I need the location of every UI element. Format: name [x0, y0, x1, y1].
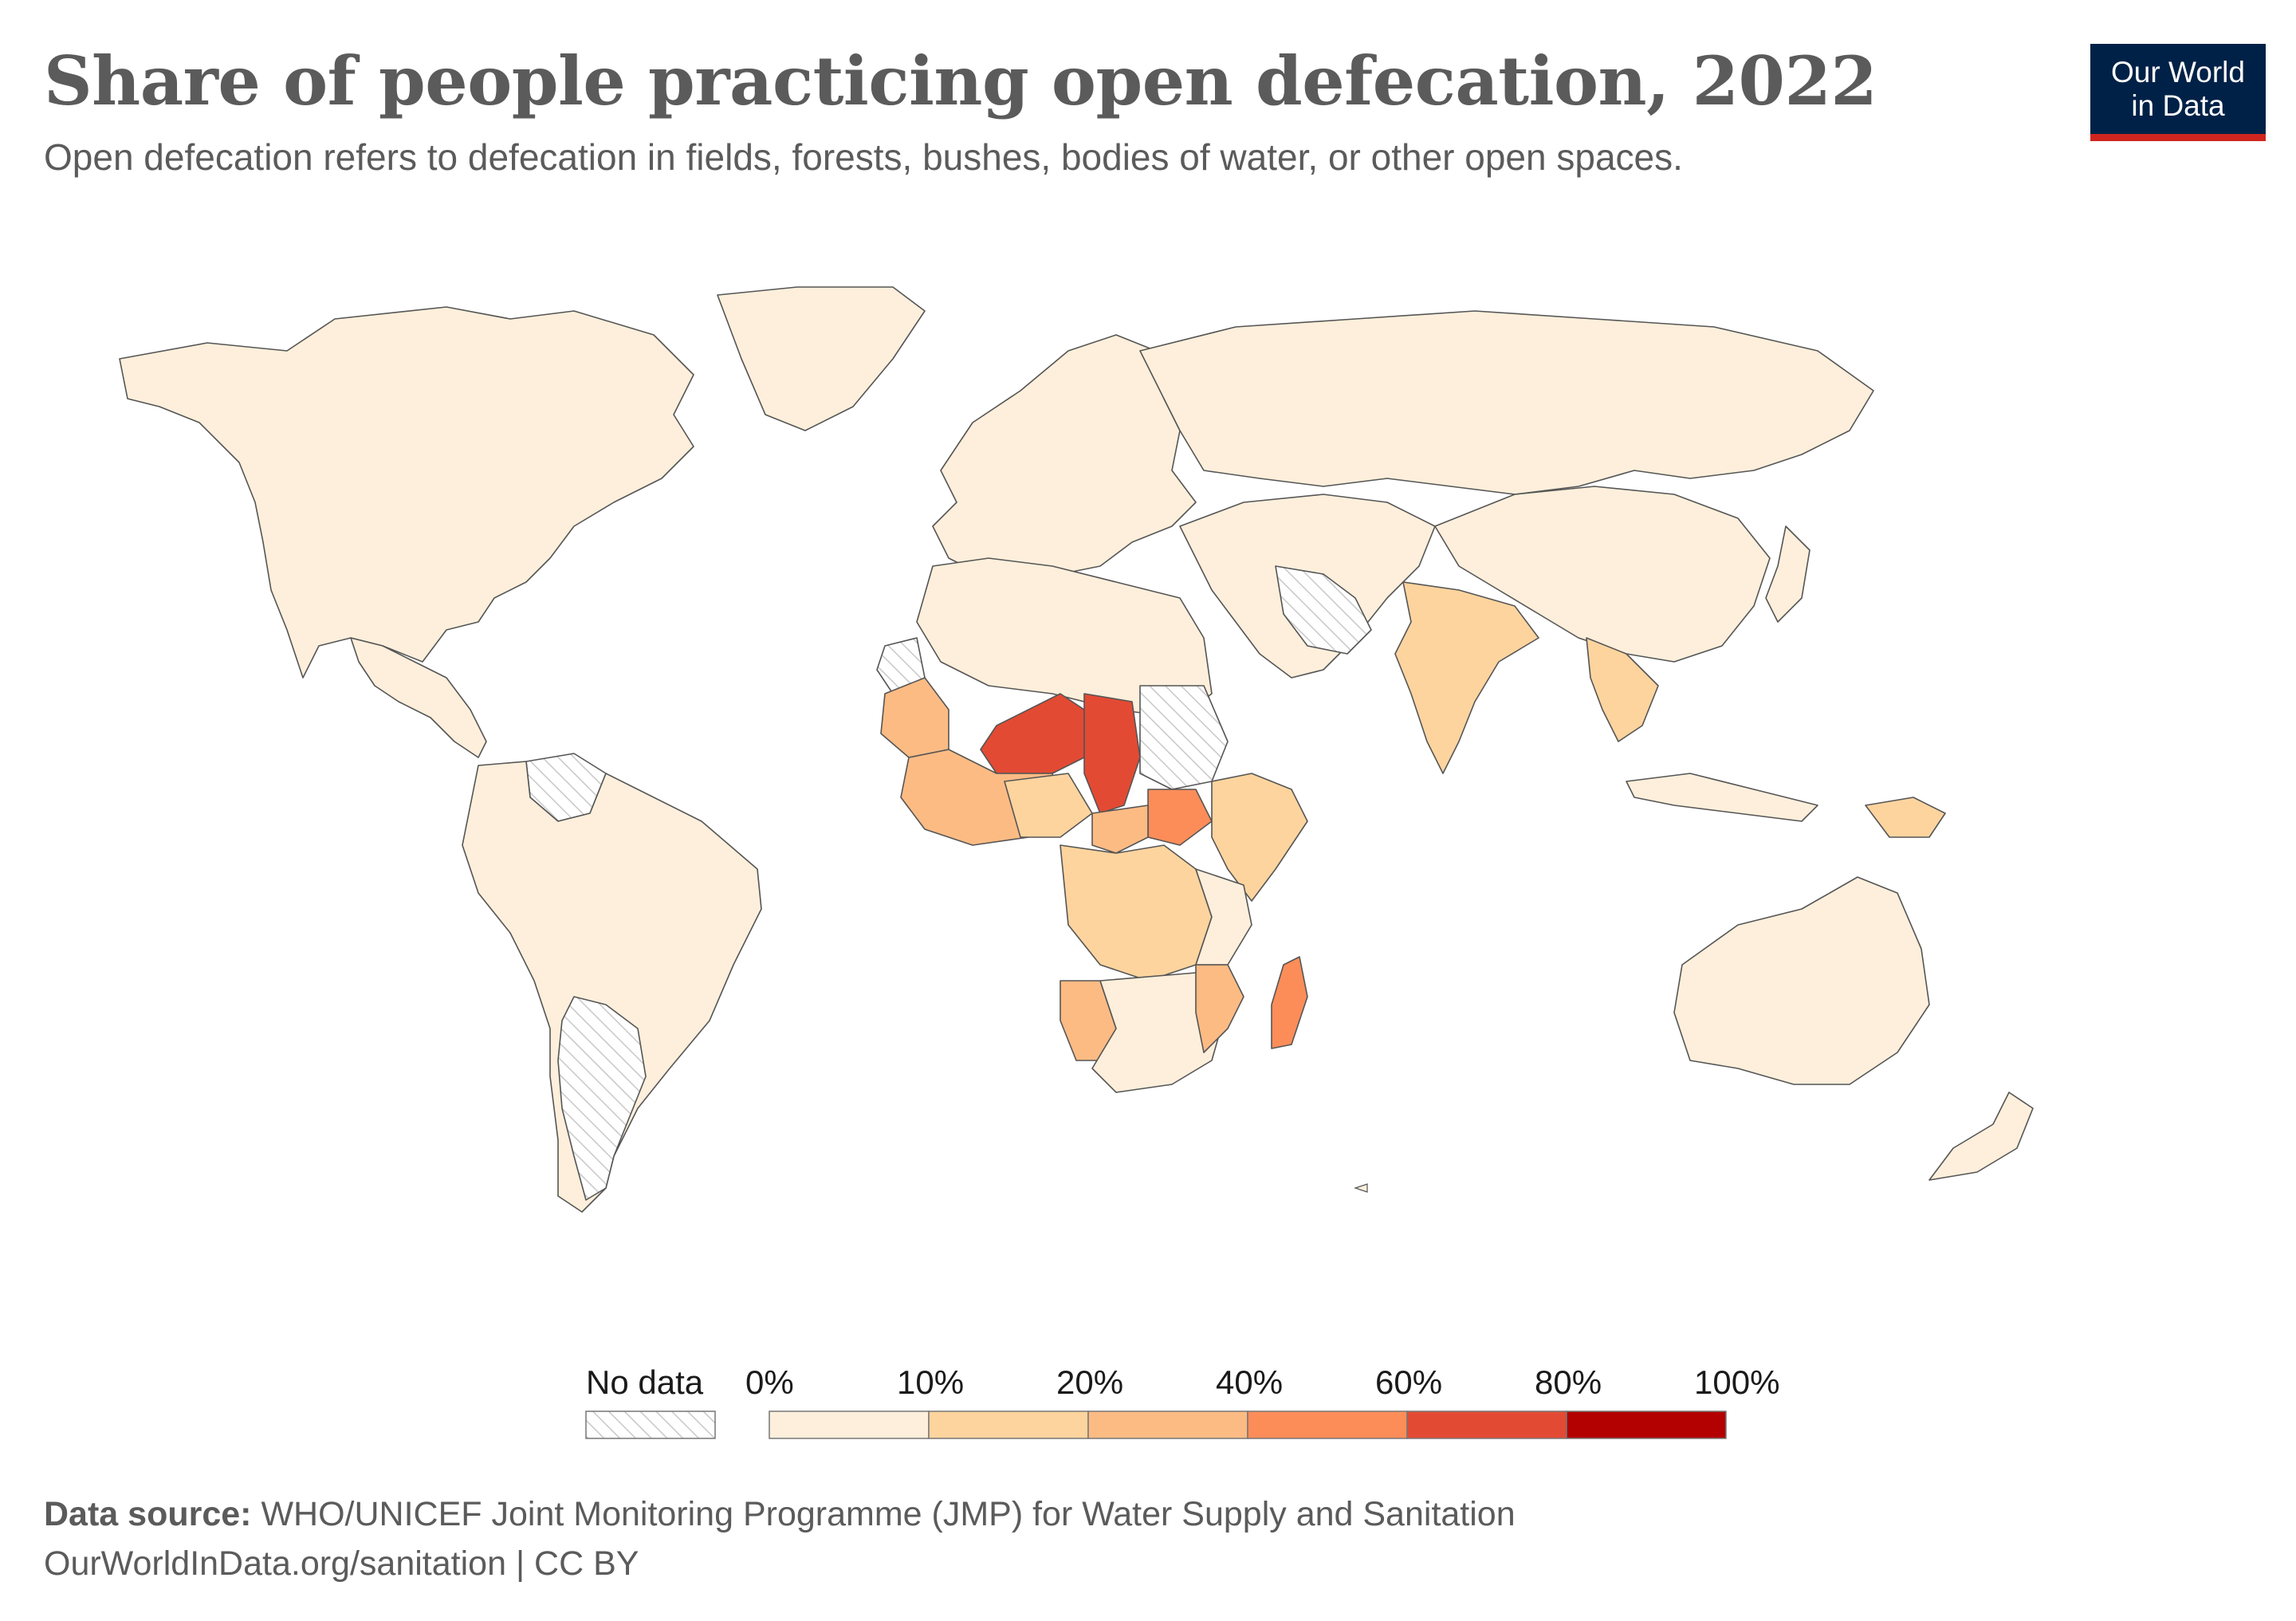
region-india[interactable]	[1394, 581, 1539, 774]
chart-title: Share of people practicing open defecati…	[44, 41, 1877, 120]
legend-bin-4[interactable]	[1406, 1411, 1567, 1439]
data-source: Data source: WHO/UNICEF Joint Monitoring…	[44, 1495, 1516, 1534]
region-niger[interactable]	[980, 693, 1085, 774]
region-china[interactable]	[1434, 486, 1771, 663]
owid-logo[interactable]: Our World in Data	[2090, 44, 2266, 141]
region-new-zealand[interactable]	[1928, 1092, 2034, 1181]
legend-bin-2[interactable]	[1087, 1411, 1248, 1439]
region-nigeria[interactable]	[1004, 773, 1093, 838]
data-source-text: WHO/UNICEF Joint Monitoring Programme (J…	[261, 1495, 1516, 1533]
region-horn-of-africa[interactable]	[1211, 773, 1308, 902]
data-source-label: Data source:	[44, 1495, 252, 1533]
legend-tick-6: 100%	[1694, 1363, 1780, 1401]
region-papua-new-guinea[interactable]	[1865, 797, 1946, 838]
region-central-africa[interactable]	[1060, 844, 1213, 982]
logo-accent-bar	[2090, 134, 2266, 141]
region-south-sudan[interactable]	[1147, 789, 1213, 846]
region-southeast-asia[interactable]	[1586, 637, 1659, 742]
region-mozambique[interactable]	[1195, 964, 1244, 1053]
region-south-america[interactable]	[462, 761, 762, 1213]
chart-subtitle: Open defecation refers to defecation in …	[44, 136, 1683, 178]
region-indonesia[interactable]	[1626, 773, 1818, 822]
legend-bin-1[interactable]	[928, 1411, 1089, 1439]
region-central-america[interactable]	[350, 637, 487, 758]
region-antarctic-islands	[1354, 1183, 1368, 1193]
region-chad[interactable]	[1083, 693, 1141, 814]
legend-tick-3: 40%	[1216, 1363, 1284, 1401]
logo-line-1: Our World	[2111, 56, 2245, 89]
legend-tick-1: 10%	[897, 1363, 965, 1401]
region-europe[interactable]	[932, 334, 1197, 575]
legend-tick-5: 80%	[1535, 1363, 1602, 1401]
legend-bin-3[interactable]	[1247, 1411, 1408, 1439]
region-no-data-sudan[interactable]	[1139, 685, 1229, 790]
region-central-african-republic[interactable]	[1091, 805, 1149, 854]
legend-bins	[769, 1411, 1727, 1439]
legend-tick-2: 20%	[1056, 1363, 1124, 1401]
legend-tick-4: 60%	[1375, 1363, 1443, 1401]
legend	[585, 1411, 1727, 1439]
region-russia[interactable]	[1139, 310, 1874, 495]
legend-no-data-swatch	[585, 1411, 716, 1439]
world-map	[119, 286, 2034, 1213]
legend-no-data-label: No data	[586, 1363, 704, 1401]
logo-line-2: in Data	[2131, 89, 2225, 122]
legend-tick-0: 0%	[745, 1363, 794, 1401]
region-no-data-iran[interactable]	[1275, 565, 1372, 655]
region-north-america[interactable]	[119, 306, 694, 679]
region-greenland[interactable]	[717, 286, 926, 431]
region-no-data-argentina[interactable]	[557, 996, 647, 1201]
region-australia[interactable]	[1673, 876, 1930, 1085]
region-madagascar[interactable]	[1271, 956, 1308, 1049]
legend-bin-5[interactable]	[1566, 1411, 1727, 1439]
legend-bin-0[interactable]	[769, 1411, 930, 1439]
region-japan[interactable]	[1765, 525, 1810, 623]
url-license[interactable]: OurWorldInData.org/sanitation | CC BY	[44, 1544, 639, 1583]
